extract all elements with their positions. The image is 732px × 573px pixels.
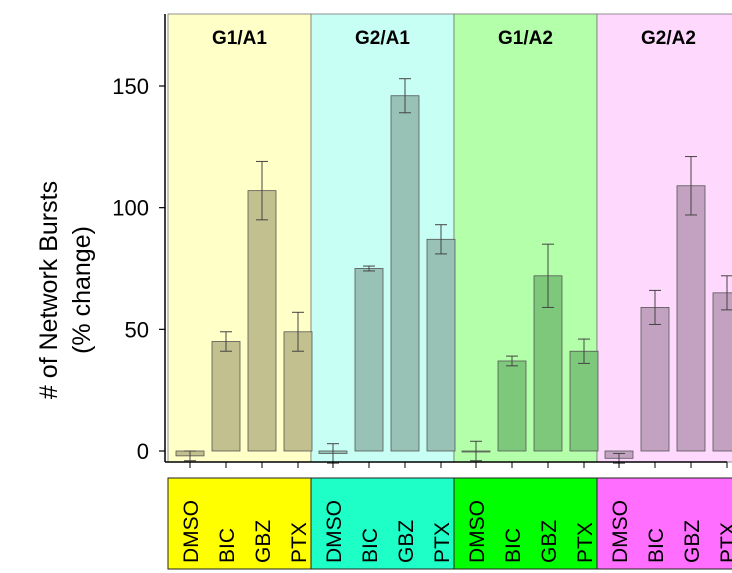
y-axis-label-sub: (% change) xyxy=(68,226,96,354)
group-title: G2/A2 xyxy=(641,28,696,49)
category-label: DMSO xyxy=(466,500,489,563)
category-label: BIC xyxy=(502,528,525,563)
y-tick-label: 100 xyxy=(112,196,149,221)
category-label: BIC xyxy=(216,528,239,563)
y-axis-label: # of Network Bursts (% change) xyxy=(35,181,96,399)
x-ticks xyxy=(189,462,728,468)
category-label: PTX xyxy=(288,522,311,563)
group-titles: G1/A1 G2/A1 G1/A2 G2/A2 xyxy=(212,28,696,49)
bar xyxy=(676,185,706,452)
y-tick-label: 150 xyxy=(112,74,149,99)
bar xyxy=(712,292,732,452)
category-label-panels xyxy=(167,477,732,570)
category-label: BIC xyxy=(645,528,668,563)
category-label: GBZ xyxy=(252,520,275,563)
axes xyxy=(164,14,727,463)
category-label: BIC xyxy=(359,528,382,563)
y-axis-label-main: # of Network Bursts xyxy=(35,181,63,399)
category-label-panel xyxy=(596,477,732,570)
category-label: DMSO xyxy=(609,500,632,563)
bar xyxy=(390,95,420,452)
y-tick-label: 50 xyxy=(125,317,149,342)
category-label-panel xyxy=(453,477,598,570)
bar xyxy=(354,268,384,452)
group-title: G2/A1 xyxy=(355,28,410,49)
bar xyxy=(247,190,277,452)
bar xyxy=(211,341,241,452)
group-title: G1/A2 xyxy=(498,28,553,49)
group-title: G1/A1 xyxy=(212,28,267,49)
category-label: PTX xyxy=(717,522,732,563)
y-tick-label: 0 xyxy=(137,439,149,464)
category-label: GBZ xyxy=(395,520,418,563)
category-label-panel xyxy=(310,477,455,570)
bar xyxy=(569,350,599,452)
bar xyxy=(640,307,670,452)
category-labels: DMSO BIC GBZ PTX DMSO BIC GBZ PTX DMSO BIC GBZ PTX D… xyxy=(180,500,732,563)
category-label: PTX xyxy=(574,522,597,563)
bar xyxy=(497,360,527,452)
bar xyxy=(533,275,563,452)
category-label: DMSO xyxy=(180,500,203,563)
category-label-panel xyxy=(167,477,312,570)
category-label: DMSO xyxy=(323,500,346,563)
category-label: PTX xyxy=(431,522,454,563)
y-ticks: 0 50 100 150 xyxy=(112,74,165,464)
bars xyxy=(175,95,732,459)
error-bars xyxy=(184,78,732,464)
group-panels xyxy=(167,13,732,463)
category-label: GBZ xyxy=(681,520,704,563)
bar xyxy=(426,238,456,452)
category-label: GBZ xyxy=(538,520,561,563)
